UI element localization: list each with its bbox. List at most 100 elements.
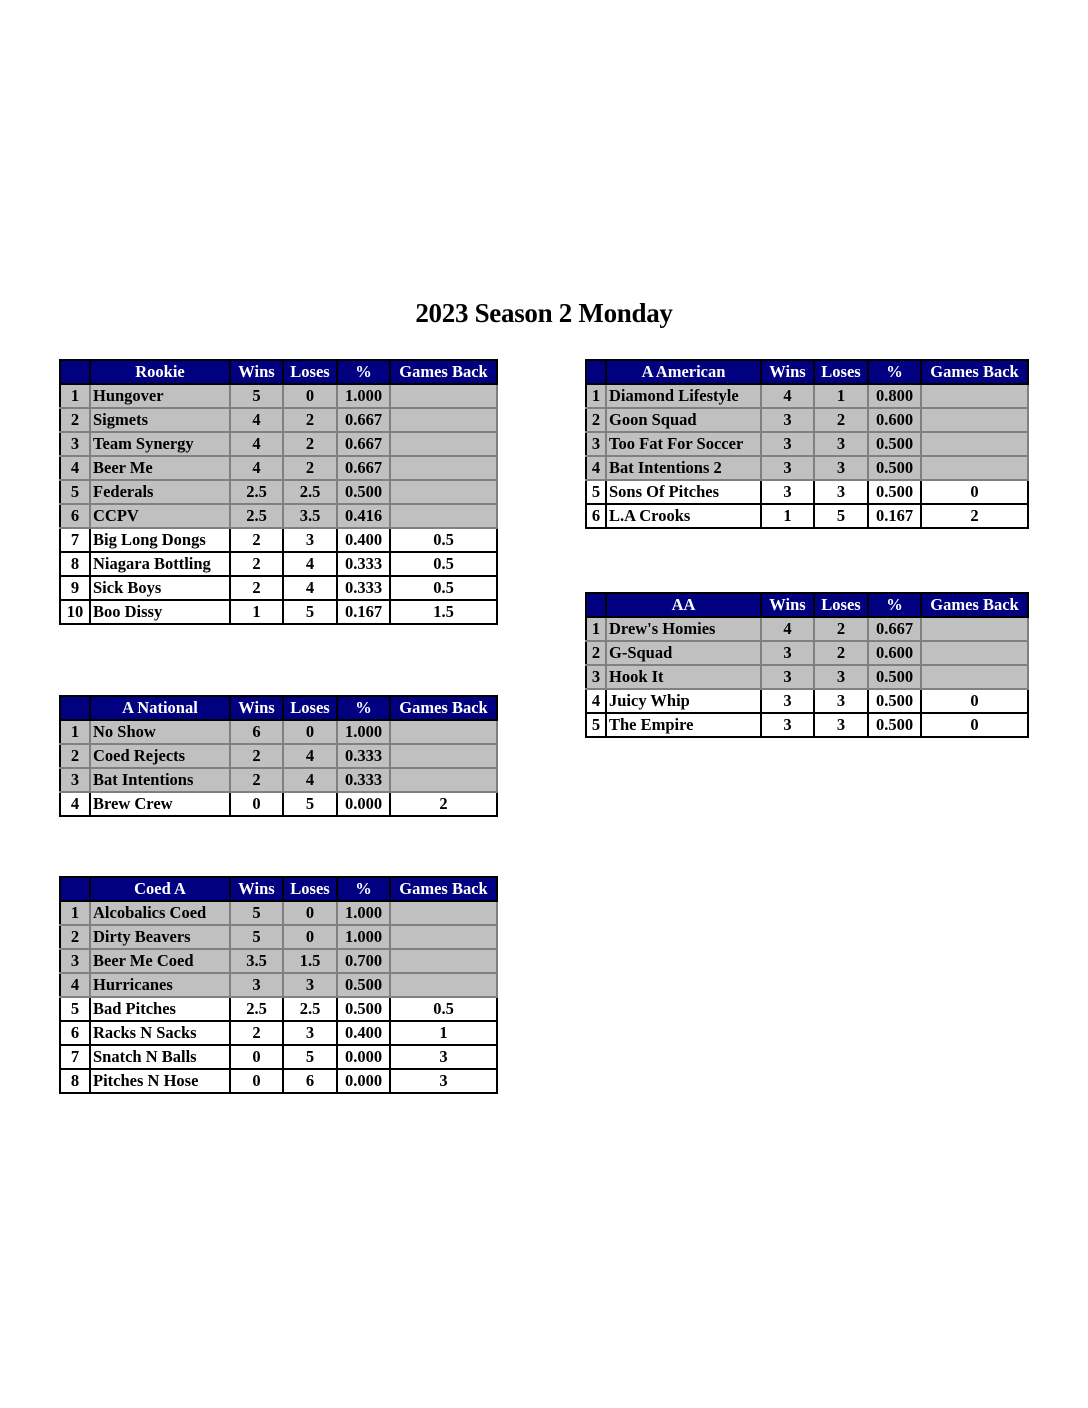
loses-cell: 2 xyxy=(813,407,869,433)
rank-header xyxy=(585,359,607,385)
table-row: 5 The Empire 3 3 0.500 0 xyxy=(585,712,1029,738)
wins-cell: 3.5 xyxy=(229,948,284,974)
games-back-cell: 0 xyxy=(920,688,1029,714)
standings-table-a-national: A National Wins Loses% Games Back 1 No Show 6 0… xyxy=(59,695,498,817)
pct-cell: 0.500 xyxy=(867,431,922,457)
team-name-cell: Federals xyxy=(89,479,231,505)
games-back-header: Games Back xyxy=(389,695,498,721)
team-name-cell: Hook It xyxy=(605,664,762,690)
pct-cell: 1.000 xyxy=(336,924,391,950)
table-row: 3 Beer Me Coed 3.5 1.5 0.700 xyxy=(59,948,498,974)
rank-cell: 10 xyxy=(59,599,91,625)
rank-cell: 1 xyxy=(585,616,607,642)
pct-cell: 1.000 xyxy=(336,383,391,409)
pct-cell: 0.333 xyxy=(336,743,391,769)
rank-cell: 1 xyxy=(59,900,91,926)
games-back-cell xyxy=(920,616,1029,642)
loses-cell: 3 xyxy=(813,455,869,481)
games-back-header: Games Back xyxy=(920,592,1029,618)
pct-cell: 0.600 xyxy=(867,640,922,666)
team-name-cell: Boo Dissy xyxy=(89,599,231,625)
pct-cell: 0.500 xyxy=(867,664,922,690)
team-name-cell: Sick Boys xyxy=(89,575,231,601)
games-back-header: Games Back xyxy=(389,876,498,902)
team-name-cell: Drew's Homies xyxy=(605,616,762,642)
loses-cell: 2.5 xyxy=(282,479,338,505)
rank-cell: 6 xyxy=(585,503,607,529)
rank-cell: 4 xyxy=(59,455,91,481)
rank-cell: 4 xyxy=(585,688,607,714)
games-back-cell xyxy=(920,664,1029,690)
games-back-cell: 3 xyxy=(389,1044,498,1070)
loses-cell: 4 xyxy=(282,767,338,793)
wins-cell: 2 xyxy=(229,527,284,553)
pct-cell: 0.416 xyxy=(336,503,391,529)
team-name-cell: Diamond Lifestyle xyxy=(605,383,762,409)
rank-cell: 2 xyxy=(59,743,91,769)
rank-cell: 1 xyxy=(59,719,91,745)
games-back-cell xyxy=(389,900,498,926)
games-back-cell xyxy=(389,972,498,998)
loses-cell: 3 xyxy=(282,972,338,998)
team-name-cell: Snatch N Balls xyxy=(89,1044,231,1070)
rank-cell: 7 xyxy=(59,527,91,553)
table-row: 5 Federals 2.5 2.5 0.500 xyxy=(59,479,498,505)
table-row: 1 Drew's Homies 4 2 0.667 xyxy=(585,616,1029,642)
loses-cell: 0 xyxy=(282,900,338,926)
rank-cell: 4 xyxy=(59,791,91,817)
games-back-cell xyxy=(920,455,1029,481)
pct-cell: 0.500 xyxy=(867,712,922,738)
rank-cell: 2 xyxy=(585,640,607,666)
rank-cell: 3 xyxy=(59,431,91,457)
loses-cell: 3.5 xyxy=(282,503,338,529)
division-name: AA xyxy=(605,592,762,618)
games-back-cell: 1.5 xyxy=(389,599,498,625)
loses-cell: 2 xyxy=(813,616,869,642)
pct-cell: 0.000 xyxy=(336,1068,391,1094)
loses-cell: 0 xyxy=(282,719,338,745)
table-row: 3 Hook It 3 3 0.500 xyxy=(585,664,1029,690)
wins-cell: 3 xyxy=(760,688,815,714)
table-row: 4 Brew Crew 0 5 0.000 2 xyxy=(59,791,498,817)
games-back-cell: 0 xyxy=(920,479,1029,505)
team-name-cell: Bad Pitches xyxy=(89,996,231,1022)
table-row: 4 Beer Me 4 2 0.667 xyxy=(59,455,498,481)
standings-table-aa: AA Wins Loses% Games Back 1 Drew's Homies 4 2 0.… xyxy=(585,592,1029,738)
games-back-cell: 3 xyxy=(389,1068,498,1094)
wins-header: Wins xyxy=(229,359,284,385)
wins-cell: 5 xyxy=(229,924,284,950)
games-back-cell xyxy=(389,455,498,481)
loses-cell: 1.5 xyxy=(282,948,338,974)
wins-header: Wins xyxy=(760,592,815,618)
loses-cell: 2 xyxy=(282,407,338,433)
loses-cell: 5 xyxy=(282,791,338,817)
pct-cell: 0.000 xyxy=(336,1044,391,1070)
loses-cell: 2 xyxy=(813,640,869,666)
loses-cell: 0 xyxy=(282,924,338,950)
rank-cell: 4 xyxy=(585,455,607,481)
rank-header xyxy=(59,876,91,902)
games-back-cell: 0.5 xyxy=(389,996,498,1022)
pct-cell: 0.500 xyxy=(336,479,391,505)
pct-cell: 0.500 xyxy=(867,688,922,714)
games-back-cell xyxy=(389,503,498,529)
wins-cell: 4 xyxy=(229,407,284,433)
loses-cell: 3 xyxy=(813,688,869,714)
rank-cell: 8 xyxy=(59,551,91,577)
rank-cell: 2 xyxy=(59,924,91,950)
pct-cell: 0.500 xyxy=(336,996,391,1022)
team-name-cell: Bat Intentions xyxy=(89,767,231,793)
team-name-cell: Hurricanes xyxy=(89,972,231,998)
rank-cell: 4 xyxy=(59,972,91,998)
team-name-cell: Brew Crew xyxy=(89,791,231,817)
table-row: 10 Boo Dissy 1 5 0.167 1.5 xyxy=(59,599,498,625)
pct-cell: 1.000 xyxy=(336,719,391,745)
rank-header xyxy=(59,359,91,385)
pct-cell: 1.000 xyxy=(336,900,391,926)
pct-cell: 0.500 xyxy=(336,972,391,998)
pct-header: % xyxy=(336,695,391,721)
pct-header: % xyxy=(867,359,922,385)
loses-cell: 0 xyxy=(282,383,338,409)
table-row: 1 Hungover 5 0 1.000 xyxy=(59,383,498,409)
loses-header: Loses xyxy=(282,359,338,385)
